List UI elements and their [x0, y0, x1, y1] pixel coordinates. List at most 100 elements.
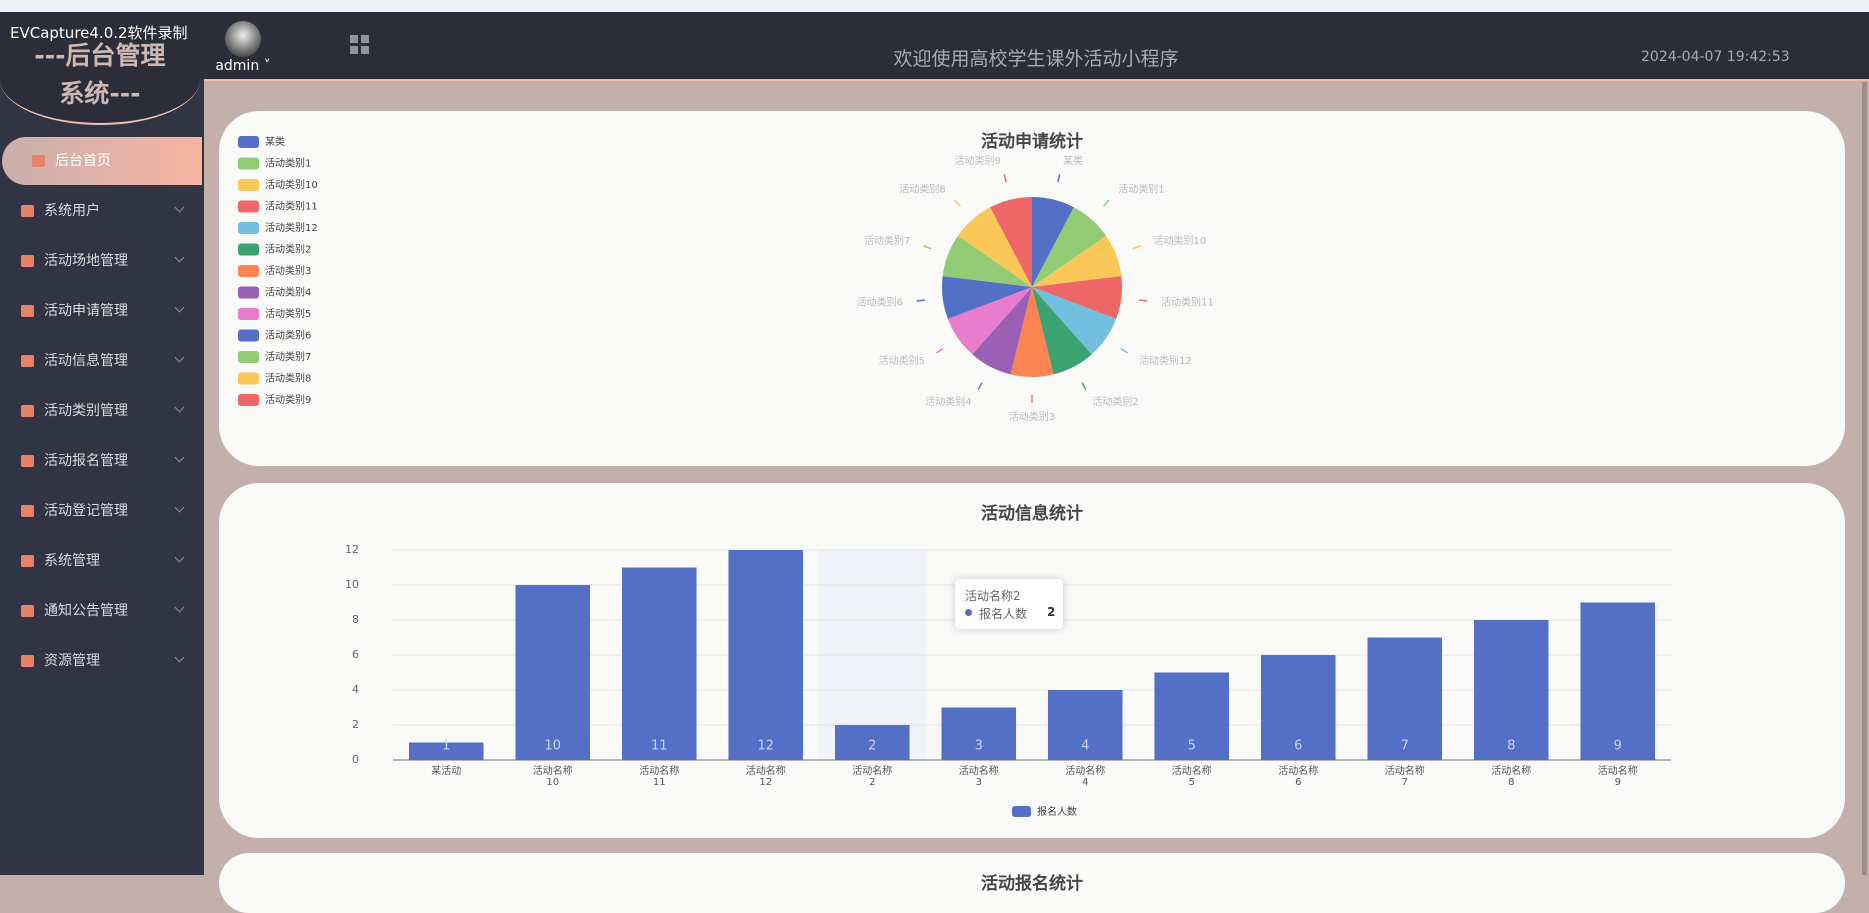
legend-label[interactable]: 活动类别3 [265, 264, 311, 277]
x-tick-label: 活动名称 5 [1171, 766, 1212, 788]
chevron [174, 252, 185, 263]
legend-swatch[interactable] [238, 394, 259, 406]
pie-slice [957, 207, 1032, 287]
label-line [1003, 174, 1007, 183]
bar[interactable] [1154, 672, 1230, 761]
pie-label: 活动类别2 [1092, 395, 1138, 408]
bar-value-label: 1 [442, 739, 450, 754]
panel: 活动报名统计 [219, 853, 1845, 913]
menu-icon [21, 605, 34, 617]
menu-item[interactable]: 活动场地管理 [0, 237, 204, 285]
legend-label[interactable]: 活动类别11 [265, 200, 318, 213]
legend-swatch[interactable] [238, 329, 259, 342]
legend-swatch[interactable] [238, 286, 259, 299]
chevron [174, 552, 185, 563]
menu-label: 通知公告管理 [44, 603, 128, 619]
legend-swatch[interactable] [238, 265, 259, 277]
legend-label[interactable]: 活动类别4 [265, 286, 311, 299]
label-line [954, 199, 961, 207]
legend-swatch[interactable] [238, 136, 259, 148]
bar[interactable] [1473, 620, 1549, 760]
label-line [1132, 245, 1141, 250]
bar[interactable] [941, 707, 1017, 761]
chevron [174, 202, 185, 213]
legend-label[interactable]: 某类 [265, 135, 285, 148]
chevron [174, 352, 185, 363]
bar-chart: 0 2 4 6 8 10 12 1 10 11 12 2 3 4 5 6 7 8 9 报名人数 [345, 543, 1671, 818]
bar[interactable] [834, 725, 910, 760]
y-tick-label: 8 [352, 613, 359, 626]
pie-slice [1032, 287, 1092, 375]
grid-icon[interactable] [350, 35, 370, 55]
bar-value-label: 3 [975, 739, 983, 754]
scrollbar[interactable] [1862, 82, 1867, 875]
x-tick-label: 活动名称 4 [1065, 766, 1106, 788]
chevron [174, 602, 185, 613]
pie-chart: 某类某类活动类别1活动类别1活动类别10活动类别10活动类别11活动类别11活动… [238, 135, 1214, 423]
legend-swatch[interactable] [238, 308, 259, 320]
panel: 活动申请统计 某类 某类 活动类别1 活动类别1 活动类别10 活动类别10 活动类别11 活… [219, 111, 1845, 466]
menu-label: 活动报名管理 [44, 453, 128, 469]
legend-swatch[interactable] [238, 222, 259, 234]
legend-label[interactable]: 活动类别5 [265, 307, 311, 320]
legend-swatch[interactable] [238, 351, 259, 363]
legend-label[interactable]: 活动类别7 [265, 350, 311, 363]
legend-label[interactable]: 活动类别1 [265, 157, 311, 170]
legend-label[interactable]: 活动类别12 [265, 221, 318, 234]
pie-slice [1032, 276, 1122, 319]
legend-label[interactable]: 活动类别2 [265, 243, 311, 256]
bar[interactable] [515, 585, 591, 760]
menu-item[interactable]: 活动登记管理 [0, 487, 204, 535]
menu-icon [21, 255, 34, 267]
pie-label: 活动类别10 [1154, 234, 1207, 247]
legend-swatch[interactable] [238, 372, 259, 385]
bar[interactable] [1260, 655, 1336, 760]
pie-slice [947, 287, 1032, 355]
menu-item[interactable]: 活动信息管理 [0, 337, 204, 385]
menu-icon [21, 655, 34, 667]
menu-item[interactable]: 活动报名管理 [0, 437, 204, 485]
legend-swatch[interactable] [238, 200, 259, 213]
menu-item[interactable]: 系统用户 [0, 187, 204, 235]
tooltip-title: 活动名称2 [965, 589, 1021, 603]
bar[interactable] [728, 550, 804, 760]
label-line [1139, 299, 1148, 302]
pie-slice [942, 276, 1032, 319]
bar[interactable] [408, 742, 484, 761]
x-tick-label: 活动名称 12 [745, 766, 786, 788]
legend-swatch[interactable] [238, 179, 259, 191]
menu-item[interactable]: 通知公告管理 [0, 587, 204, 635]
legend-label[interactable]: 活动类别6 [265, 329, 311, 342]
legend-label[interactable]: 活动类别10 [265, 178, 318, 191]
legend-label[interactable]: 活动类别8 [265, 372, 311, 385]
label-line [1120, 347, 1128, 354]
pie-label: 活动类别8 [899, 183, 945, 196]
menu-label: 活动申请管理 [44, 303, 128, 319]
legend-label[interactable]: 报名人数 [1037, 805, 1077, 818]
pie-label: 活动类别12 [1139, 354, 1192, 367]
menu-item[interactable]: 系统管理 [0, 537, 204, 585]
menu-item[interactable]: 活动类别管理 [0, 387, 204, 435]
chevron [174, 652, 185, 663]
bar[interactable] [1047, 690, 1123, 760]
bar-value-label: 12 [757, 739, 774, 754]
avatar[interactable] [225, 21, 261, 57]
pie-label: 某类 [1063, 154, 1083, 167]
menu-icon [21, 555, 34, 567]
bar[interactable] [1580, 602, 1656, 761]
bar[interactable] [621, 567, 697, 761]
legend-swatch[interactable] [1012, 806, 1031, 817]
bar-value-label: 9 [1614, 739, 1622, 754]
bar[interactable] [1367, 637, 1443, 761]
legend-swatch[interactable] [238, 157, 259, 170]
legend-label[interactable]: 活动类别9 [265, 393, 311, 406]
chevron [174, 502, 185, 513]
legend-swatch[interactable] [238, 243, 259, 256]
pie-label: 活动类别1 [1118, 183, 1164, 196]
menu-item[interactable]: 后台首页 [2, 137, 202, 185]
menu-item[interactable]: 资源管理 [0, 637, 204, 685]
bar-value-label: 2 [868, 739, 876, 754]
menu-item[interactable]: 活动申请管理 [0, 287, 204, 335]
menu-label: 系统用户 [44, 203, 100, 219]
user-menu[interactable]: admin ˅ [215, 58, 271, 74]
